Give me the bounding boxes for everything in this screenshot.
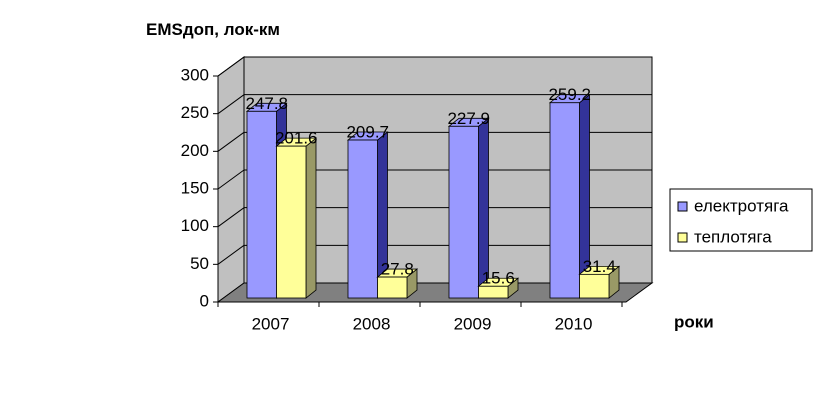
y-tick-label: 200 xyxy=(181,141,209,160)
y-tick-label: 150 xyxy=(181,178,209,197)
x-tick-label: 2007 xyxy=(252,314,290,333)
data-label: 247.8 xyxy=(245,94,288,113)
bar xyxy=(377,276,408,299)
data-label: 15.6 xyxy=(482,269,515,288)
bar xyxy=(579,273,610,299)
y-tick-label: 100 xyxy=(181,216,209,235)
data-label: 209.7 xyxy=(346,123,389,142)
data-label: 31.4 xyxy=(583,257,616,276)
bar xyxy=(347,139,378,299)
legend-swatch xyxy=(677,201,688,212)
grid-line xyxy=(217,131,245,152)
x-axis-title: роки xyxy=(674,312,714,331)
grid-line xyxy=(217,207,245,228)
bar xyxy=(549,102,580,299)
data-label: 27.8 xyxy=(381,260,414,279)
bar xyxy=(448,125,479,299)
bar-side xyxy=(305,137,317,299)
legend-swatch xyxy=(677,232,688,243)
bar xyxy=(478,285,509,299)
y-tick-label: 50 xyxy=(190,254,209,273)
y-tick-label: 300 xyxy=(181,65,209,84)
legend-label: теплотяга xyxy=(694,227,772,246)
y-axis-title: EMSдоп, лок-км xyxy=(146,20,280,39)
data-label: 227.9 xyxy=(447,109,490,128)
x-tick-label: 2009 xyxy=(454,314,492,333)
legend-box xyxy=(669,188,813,252)
y-tick-label: 250 xyxy=(181,103,209,122)
bar xyxy=(246,110,277,299)
legend-label: електротяга xyxy=(694,196,789,215)
grid-line xyxy=(217,94,245,115)
data-label: 201.6 xyxy=(275,129,318,148)
x-tick-label: 2008 xyxy=(353,314,391,333)
data-label: 259.2 xyxy=(548,85,591,104)
x-tick-label: 2010 xyxy=(555,314,593,333)
grid-line xyxy=(217,56,245,77)
grid-line xyxy=(217,244,245,265)
y-tick-label: 0 xyxy=(200,291,209,310)
bar xyxy=(276,145,307,299)
grid-line xyxy=(217,169,245,190)
